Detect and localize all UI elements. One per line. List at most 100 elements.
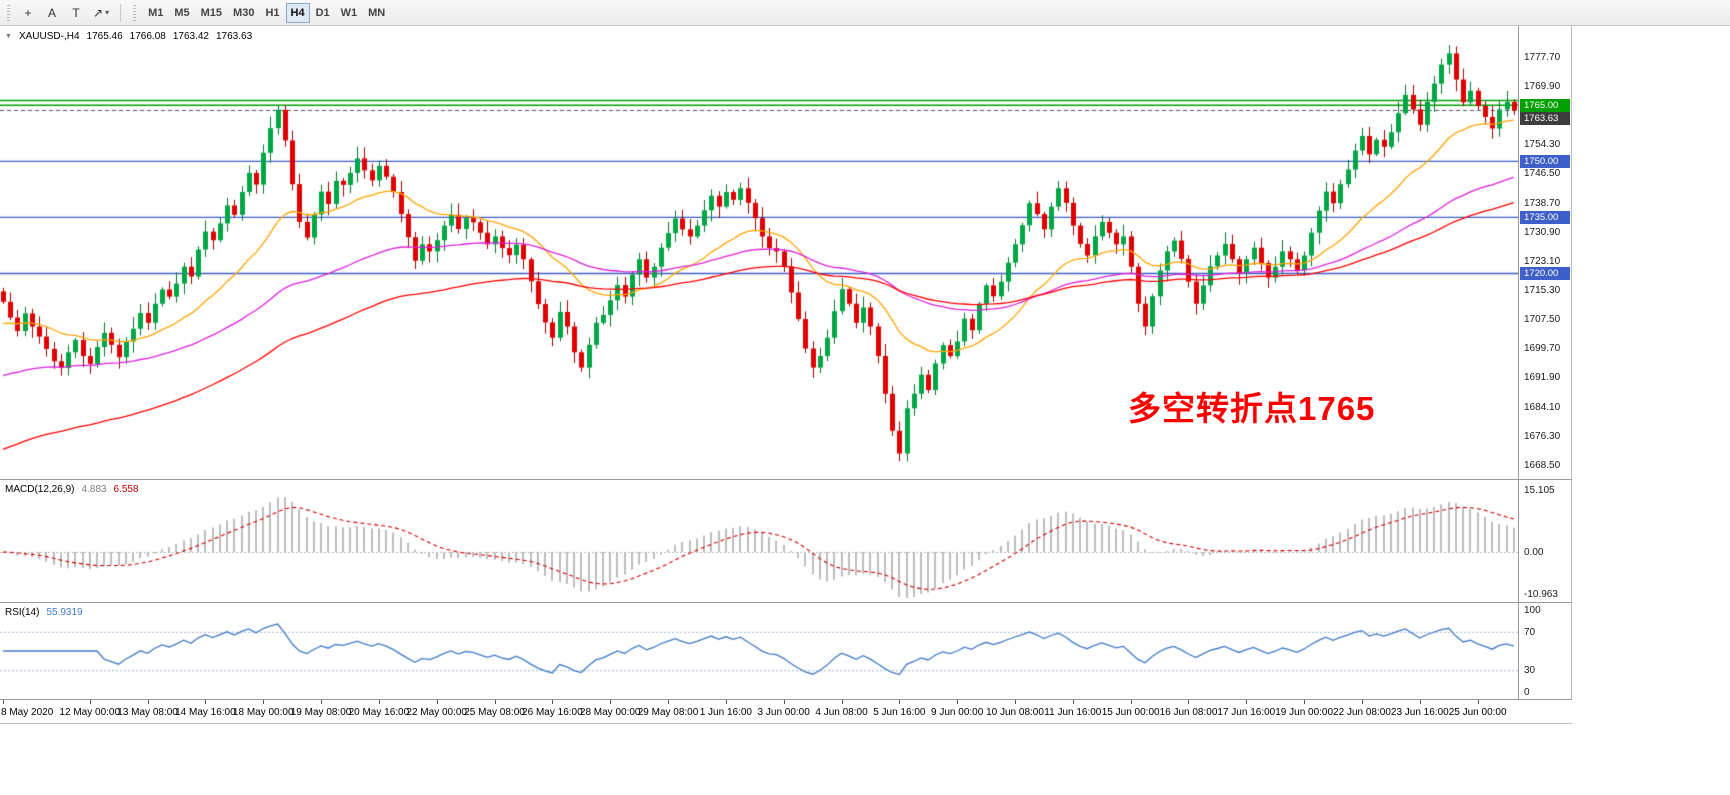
time-label: 3 Jun 00:00 (757, 707, 810, 718)
ohlc-low-value: 1763.42 (172, 31, 209, 42)
price-tick-label: 1777.70 (1524, 51, 1561, 63)
time-label: 8 May 2020 (1, 707, 54, 718)
price-tick-label: 1691.90 (1524, 372, 1561, 384)
shapes-tool-button[interactable]: ↗ ▾ (89, 3, 113, 23)
time-tick (205, 700, 207, 704)
rsi-canvas[interactable] (0, 603, 1518, 699)
time-label: 20 May 16:00 (348, 707, 410, 718)
price-tick-label: 1699.70 (1524, 343, 1561, 355)
time-label: 4 Jun 08:00 (815, 707, 868, 718)
macd-indicator-label: MACD(12,26,9) 4.883 6.558 (5, 484, 139, 495)
macd-canvas[interactable] (0, 480, 1518, 602)
macd-scale-bottom: -10.963 (1524, 589, 1558, 600)
pane-separator[interactable] (0, 602, 1572, 603)
timeframe-button-m5[interactable]: M5 (169, 3, 194, 23)
timeframe-button-w1[interactable]: W1 (336, 3, 363, 23)
price-axis[interactable]: 15.105 0.00 -10.963 1777.70 1769.90 1754.3… (1519, 26, 1572, 700)
main-chart-canvas[interactable] (0, 27, 1518, 479)
time-tick (1477, 700, 1479, 704)
text-tool-button[interactable]: T (65, 3, 87, 23)
macd-name: MACD(12,26,9) (5, 484, 75, 495)
collapse-chart-icon[interactable]: ▼ (5, 33, 12, 40)
macd-scale-top: 15.105 (1524, 485, 1555, 496)
price-tick-label: 1723.10 (1524, 255, 1561, 267)
price-badge: 1735.00 (1520, 210, 1570, 224)
arrow-shape-icon: ↗ (93, 5, 104, 20)
price-tick-label: 1730.90 (1524, 226, 1561, 238)
price-tick-label: 1684.10 (1524, 401, 1561, 413)
timeframe-button-m1[interactable]: M1 (143, 3, 168, 23)
time-label: 9 Jun 00:00 (931, 707, 984, 718)
time-tick (1246, 700, 1248, 704)
time-tick (1072, 700, 1074, 704)
label-tool-button[interactable]: A (41, 3, 63, 23)
time-tick (1188, 700, 1190, 704)
timeframe-button-h4[interactable]: H4 (285, 2, 310, 23)
time-label: 25 Jun 00:00 (1448, 707, 1507, 718)
time-label: 22 Jun 08:00 (1333, 707, 1391, 718)
time-label: 18 May 00:00 (232, 707, 294, 718)
time-label: 17 Jun 16:00 (1217, 707, 1276, 718)
time-tick (1130, 700, 1132, 704)
timeframe-button-m30[interactable]: M30 (228, 3, 259, 23)
main-toolbar: + A T ↗ ▾ M1 M5 M15 M30 H1 H4 D1 W1 MN (0, 0, 1730, 26)
time-tick (552, 700, 554, 704)
time-tick (1015, 700, 1016, 704)
time-label: 28 May 00:00 (579, 707, 641, 718)
time-label: 12 May 00:00 (59, 707, 121, 718)
rsi-scale-label: 30 (1524, 665, 1536, 677)
rsi-scale-label: 0 (1524, 687, 1530, 698)
toolbar-grip[interactable] (133, 4, 137, 21)
price-tick-label: 1715.30 (1524, 285, 1561, 296)
time-label: 1 Jun 16:00 (699, 707, 752, 718)
pane-separator[interactable] (0, 479, 1572, 480)
chart-title-bar: ▼ XAUUSD-,H4 1765.46 1766.08 1763.42 176… (5, 31, 252, 42)
time-tick (494, 700, 496, 704)
price-tick-label: 1676.30 (1524, 430, 1561, 442)
price-badge: 1750.00 (1520, 154, 1570, 168)
time-tick (610, 700, 612, 704)
time-tick (3, 700, 4, 704)
price-tick-label: 1668.50 (1524, 459, 1561, 471)
macd-scale-zero: 0.00 (1524, 547, 1544, 558)
time-label: 25 May 08:00 (464, 707, 525, 718)
time-tick (1361, 700, 1363, 704)
timeframe-toolbar: M1 M5 M15 M30 H1 H4 D1 W1 MN (143, 2, 391, 23)
time-tick (1419, 700, 1421, 704)
rsi-name: RSI(14) (5, 607, 40, 618)
toolbar-separator (120, 3, 122, 22)
price-tick-label: 1769.90 (1524, 81, 1561, 93)
time-tick (957, 700, 959, 704)
time-tick (263, 700, 265, 704)
timeframe-button-m15[interactable]: M15 (196, 3, 227, 23)
price-tick-label: 1707.50 (1524, 314, 1561, 326)
symbol-timeframe-label: XAUUSD-,H4 (18, 31, 80, 42)
time-axis[interactable]: 8 May 2020 12 May 00:00 13 May 08:00 14 May… (0, 700, 1572, 723)
time-label: 11 Jun 16:00 (1044, 707, 1102, 718)
timeframe-button-mn[interactable]: MN (363, 3, 390, 23)
rsi-indicator-label: RSI(14) 55.9319 (5, 607, 83, 618)
time-tick (378, 700, 380, 704)
toolbar-grip[interactable] (7, 4, 10, 21)
time-label: 23 Jun 16:00 (1390, 707, 1449, 718)
time-tick (436, 700, 438, 704)
chart-text-annotation[interactable]: 多空转折点1765 (1128, 390, 1376, 427)
crosshair-tool-button[interactable]: + (17, 3, 39, 23)
time-label: 29 May 08:00 (637, 707, 699, 718)
ohlc-close-value: 1763.63 (215, 31, 253, 42)
pane-separator (0, 699, 1572, 700)
rsi-scale-label: 70 (1524, 626, 1536, 638)
rsi-scale-label: 100 (1524, 605, 1541, 616)
time-tick (147, 700, 149, 704)
ohlc-open-value: 1765.46 (86, 31, 123, 42)
time-label: 26 May 16:00 (522, 707, 583, 718)
macd-signal-value: 6.558 (113, 484, 139, 495)
price-tick-label: 1754.30 (1524, 139, 1561, 151)
price-badge: 1720.00 (1520, 266, 1570, 280)
timeframe-button-h1[interactable]: H1 (260, 3, 284, 23)
time-label: 13 May 08:00 (117, 707, 178, 718)
timeframe-button-d1[interactable]: D1 (311, 3, 335, 23)
time-tick (321, 700, 323, 704)
price-axis-separator (1518, 26, 1519, 700)
ohlc-high-value: 1766.08 (129, 31, 166, 42)
